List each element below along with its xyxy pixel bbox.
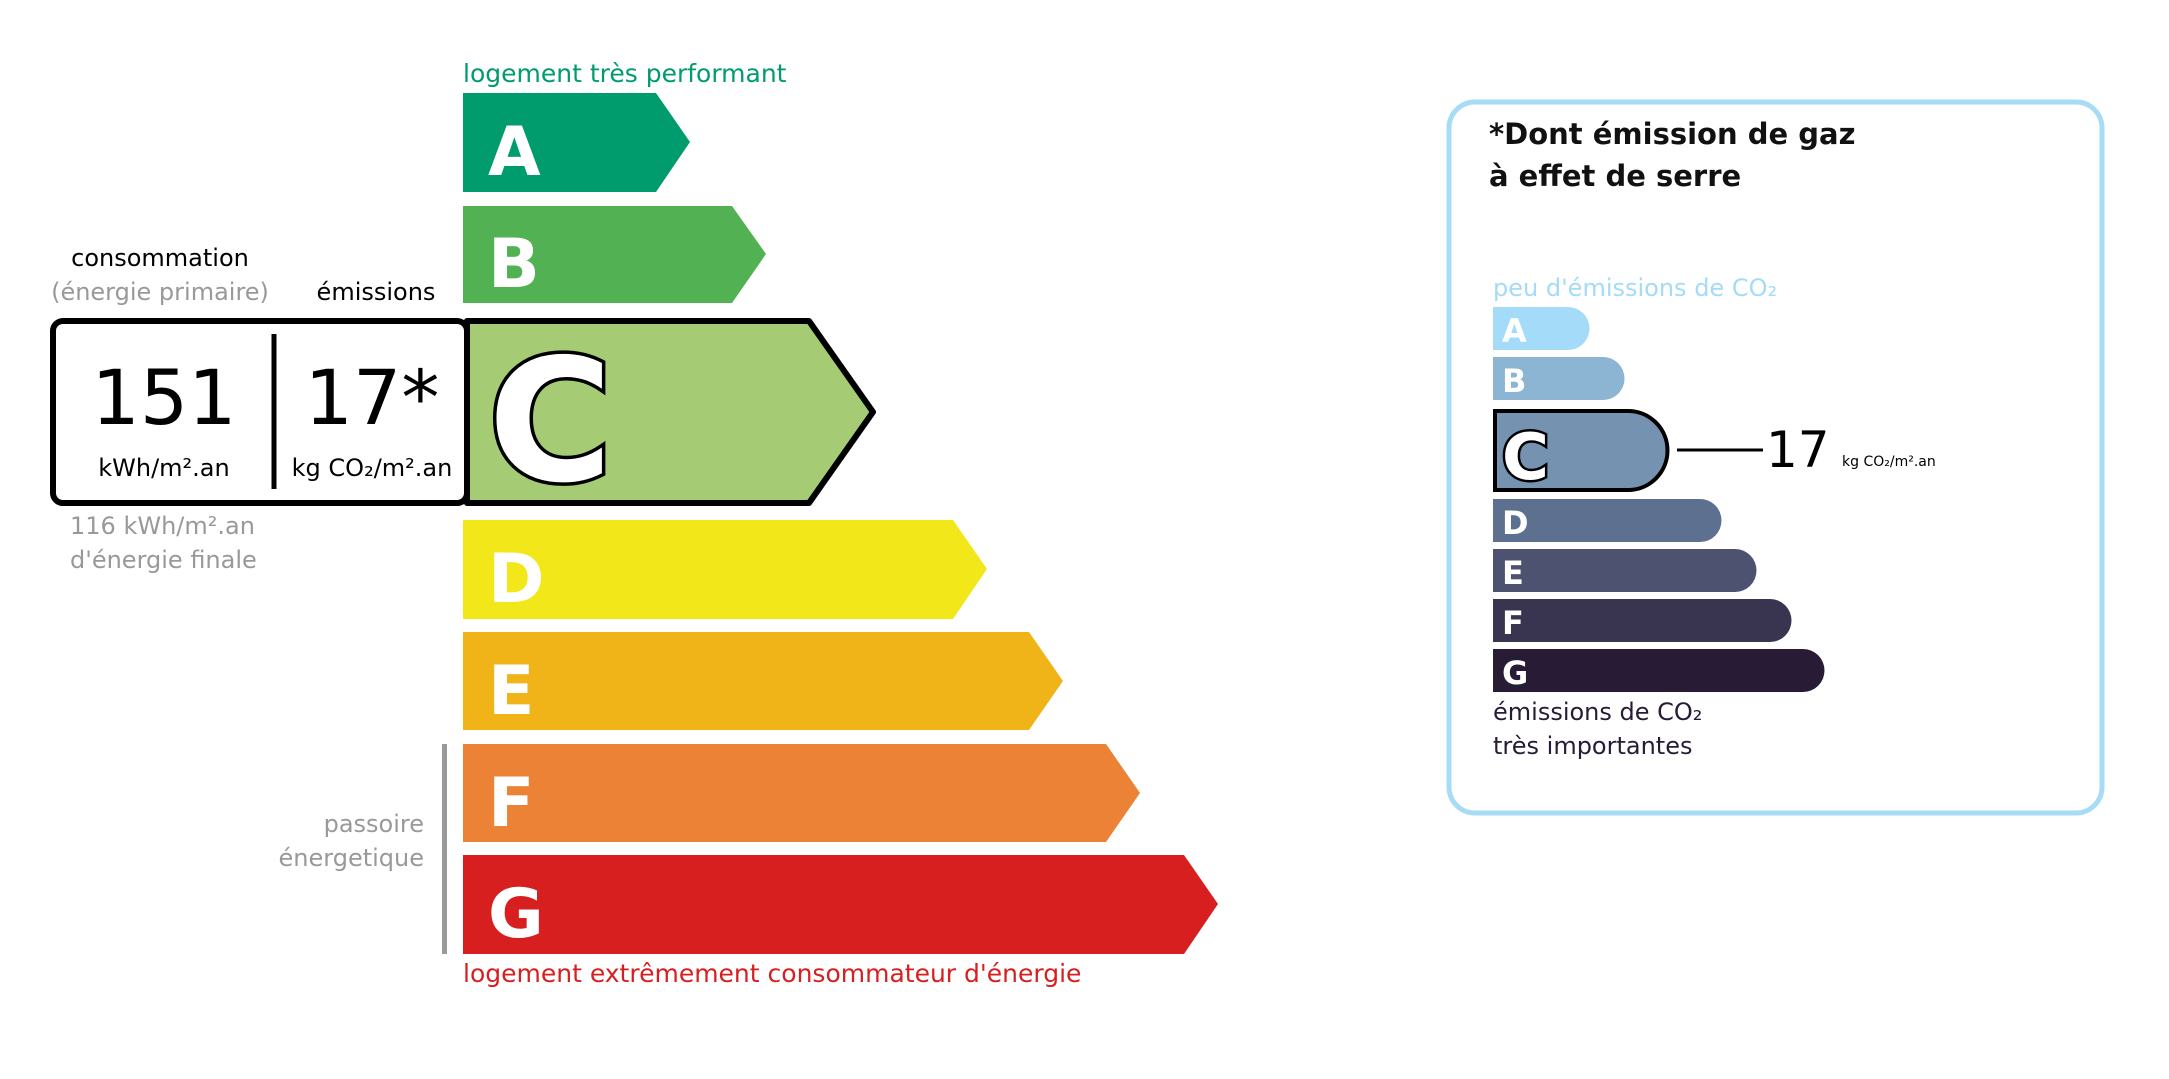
ges-bar-d [1493,499,1722,542]
ges-bottom-label-1: émissions de CO₂ [1493,698,1702,726]
energy-bar-f [463,744,1140,842]
passoire-label-2: énergetique [279,844,424,872]
energy-bar-b [463,206,766,303]
ges-bar-b [1493,357,1625,400]
consumption-title: consommation [71,244,249,272]
ges-title-2: à effet de serre [1489,159,1741,193]
ges-bar-a [1493,307,1590,350]
ges-letter-c: C [1502,421,1549,495]
ges-value: 17 [1766,421,1830,479]
energy-letter-e: E [488,652,534,731]
ges-class-g: G [1493,649,1825,692]
consumption-subtitle: (énergie primaire) [51,278,269,306]
energy-letter-c: C [488,323,613,521]
emissions-value: 17* [305,353,440,442]
energy-bar-a [463,93,690,192]
energy-bar-c [464,318,876,506]
top-label: logement très performant [463,59,787,88]
energy-class-c-current: C 151 kWh/m².an 17* kg CO₂/m².an [50,318,876,525]
ges-letter-a: A [1502,312,1527,350]
energy-bar-g [463,855,1218,954]
ges-unit: kg CO₂/m².an [1842,454,1936,470]
energy-class-g: G [463,855,1218,954]
ges-letter-g: G [1502,654,1528,692]
passoire-bracket [442,744,447,954]
passoire-label-1: passoire [324,810,424,838]
ges-bar-f [1493,599,1792,642]
ges-class-a: A [1493,307,1590,350]
consumption-value: 151 [91,353,236,442]
energy-letter-b: B [488,225,540,304]
ges-bar-c [1493,409,1670,492]
energy-bar-d [463,520,987,619]
ges-letter-b: B [1502,362,1526,400]
ges-top-label: peu d'émissions de CO₂ [1493,274,1777,302]
final-energy-value: 116 kWh/m².an [70,512,255,540]
energy-class-f: F [463,744,1140,843]
ges-bar-e [1493,549,1757,592]
ges-letter-e: E [1502,554,1524,592]
ges-bar-g [1493,649,1825,692]
energy-class-e: E [463,632,1063,731]
energy-letter-f: F [488,764,534,843]
emissions-title: émissions [317,278,436,306]
ges-bottom-label-2: très importantes [1493,732,1693,760]
bottom-label: logement extrêmement consommateur d'éner… [463,959,1081,988]
ges-class-f: F [1493,599,1792,642]
energy-class-b: B [463,206,766,304]
energy-letter-g: G [488,875,544,954]
ges-title-1: *Dont émission de gaz [1489,117,1855,151]
final-energy-label: d'énergie finale [70,546,257,574]
energy-bar-e [463,632,1063,730]
energy-class-d: D [463,520,987,619]
energy-class-a: A [463,93,690,192]
consumption-unit: kWh/m².an [98,454,229,482]
energy-letter-d: D [488,540,544,619]
ges-letter-f: F [1502,604,1524,642]
ges-class-e: E [1493,549,1757,592]
energy-letter-a: A [488,113,541,192]
ges-class-b: B [1493,357,1625,400]
emissions-unit: kg CO₂/m².an [292,454,453,482]
ges-class-c-current: C 17 kg CO₂/m².an [1493,409,1936,498]
ges-letter-d: D [1502,504,1529,542]
ges-class-d: D [1493,499,1722,542]
